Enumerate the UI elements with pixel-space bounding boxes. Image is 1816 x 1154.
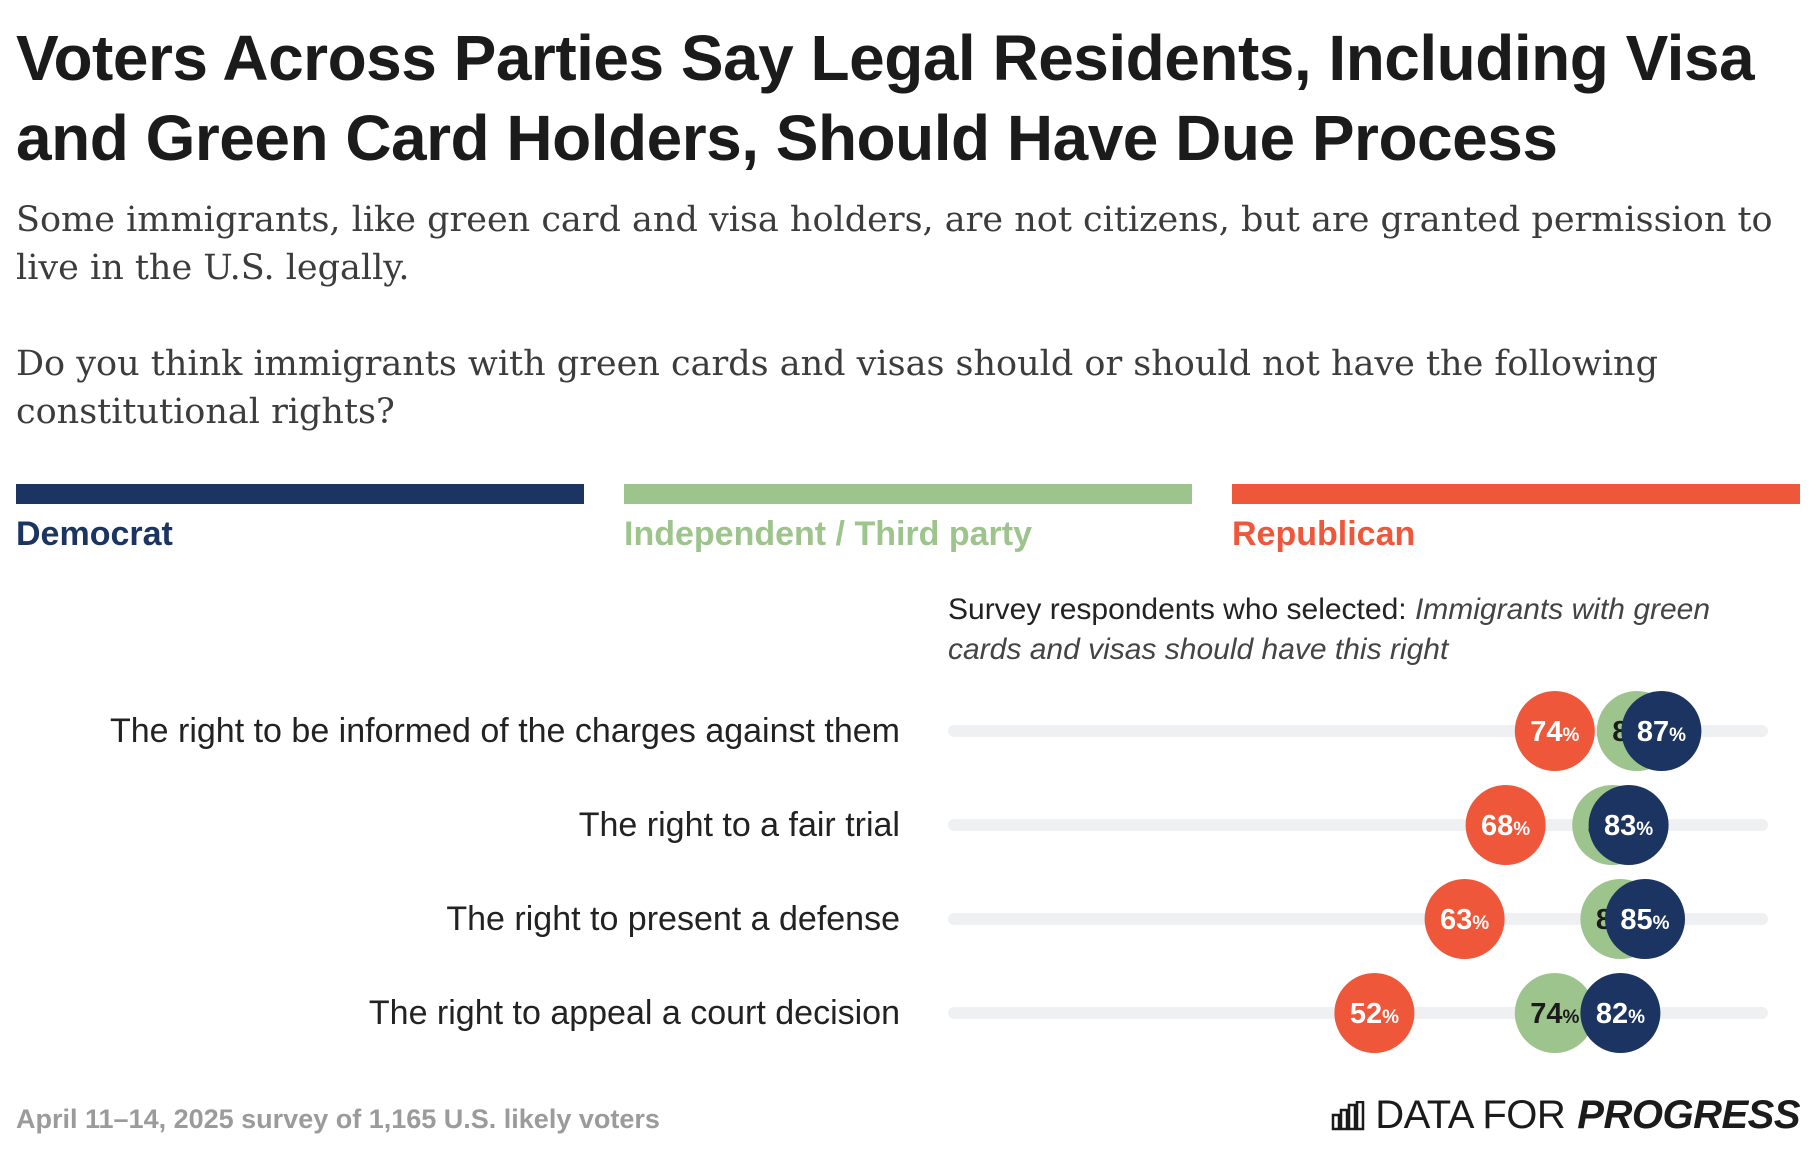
dot-marker-democrat: [1621, 691, 1702, 771]
legend-label-democrat: Democrat: [16, 515, 173, 553]
row-label-fair-trial: The right to a fair trial: [578, 806, 900, 844]
legend-democrat: Democrat: [16, 484, 584, 554]
dot-label-republican: 74%: [1530, 716, 1579, 748]
dot-marker-independent: [1514, 973, 1595, 1053]
dot-independent: 74%: [1514, 973, 1595, 1053]
title-line-1: Voters Across Parties Say Legal Resident…: [16, 22, 1755, 94]
chart-title: Voters Across Parties Say Legal Resident…: [16, 18, 1806, 178]
dot-marker-democrat: [1605, 879, 1685, 959]
row-label-informed: The right to be informed of the charges …: [109, 712, 900, 750]
dot-democrat: 82%: [1580, 973, 1661, 1053]
legend-independent: Independent / Third party: [624, 484, 1192, 554]
brand-logo: DATA FOR PROGRESS: [1331, 1093, 1800, 1138]
dot-democrat: 87%: [1621, 691, 1702, 771]
row-label-appeal: The right to appeal a court decision: [368, 994, 900, 1032]
legend-swatch-republican: [1232, 484, 1800, 504]
row-track: [948, 913, 1768, 925]
axis-caption: Survey respondents who selected: Immigra…: [948, 590, 1768, 670]
row-track: [948, 819, 1768, 831]
axis-caption-prefix: Survey respondents who selected:: [948, 593, 1415, 626]
dot-marker-republican: [1465, 785, 1546, 865]
dot-republican: 63%: [1424, 879, 1505, 959]
legend-swatch-independent: [624, 484, 1192, 504]
subtitle-context: Some immigrants, like green card and vis…: [16, 200, 1773, 288]
dot-label-independent: 74%: [1530, 998, 1579, 1030]
dot-democrat: 85%: [1605, 879, 1685, 959]
dot-marker-democrat: [1588, 785, 1669, 865]
subtitle-question: Do you think immigrants with green cards…: [16, 344, 1658, 432]
bar-chart-icon: [1331, 1100, 1365, 1130]
legend-republican: Republican: [1232, 484, 1800, 554]
brand-text: DATA FOR: [1375, 1093, 1566, 1137]
axis-caption-emphasis: Immigrants with green cards and visas sh…: [948, 593, 1711, 666]
legend-label-republican: Republican: [1232, 515, 1416, 553]
row-label-defense: The right to present a defense: [446, 900, 900, 938]
dot-democrat: 83%: [1588, 785, 1669, 865]
dot-marker-republican: [1514, 691, 1595, 771]
dot-marker-democrat: [1580, 973, 1661, 1053]
dot-label-democrat: 85%: [1620, 904, 1669, 936]
brand-text-bold: PROGRESS: [1577, 1093, 1800, 1137]
dot-marker-republican: [1334, 973, 1415, 1053]
title-line-2: and Green Card Holders, Should Have Due …: [16, 102, 1558, 174]
dot-republican: 52%: [1334, 973, 1415, 1053]
dot-label-republican: 63%: [1440, 904, 1489, 936]
dot-republican: 74%: [1514, 691, 1595, 771]
dot-label-democrat: 87%: [1637, 716, 1686, 748]
dot-label-republican: 52%: [1350, 998, 1399, 1030]
survey-footnote: April 11–14, 2025 survey of 1,165 U.S. l…: [16, 1104, 660, 1134]
dot-republican: 68%: [1465, 785, 1546, 865]
legend-swatch-democrat: [16, 484, 584, 504]
dot-label-democrat: 82%: [1596, 998, 1645, 1030]
dot-marker-republican: [1424, 879, 1505, 959]
dot-label-democrat: 83%: [1604, 810, 1653, 842]
legend-label-independent: Independent / Third party: [624, 515, 1033, 553]
dot-label-republican: 68%: [1481, 810, 1530, 842]
